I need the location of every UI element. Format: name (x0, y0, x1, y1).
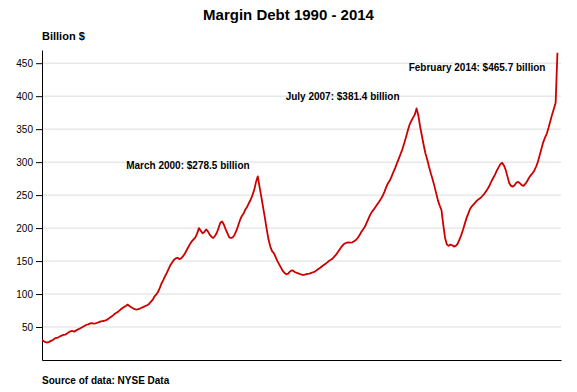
y-tick: 450 (16, 58, 42, 69)
annotation: July 2007: $381.4 billion (286, 91, 400, 102)
y-tick: 300 (16, 157, 42, 168)
y-tick-mark (36, 162, 42, 163)
grid-line (42, 129, 561, 130)
y-tick-mark (36, 327, 42, 328)
y-tick-mark (36, 63, 42, 64)
annotation: March 2000: $278.5 billion (126, 160, 249, 171)
y-axis: 50 100 150 200 250 300 350 400 450 (16, 51, 42, 361)
grid-line (42, 327, 561, 328)
y-tick-label: 250 (16, 190, 33, 201)
annotations: March 2000: $278.5 billion July 2007: $38… (126, 62, 545, 171)
y-label: Billion $ (42, 30, 85, 42)
y-tick-mark (36, 195, 42, 196)
y-tick: 150 (16, 256, 42, 267)
source: Source of data: NYSE Data (42, 375, 170, 386)
y-axis-line (42, 51, 43, 361)
y-tick-mark (36, 228, 42, 229)
y-tick-label: 50 (22, 322, 34, 333)
y-tick-mark (36, 129, 42, 130)
y-tick: 250 (16, 190, 42, 201)
x-axis-line (43, 360, 562, 361)
y-tick-label: 400 (16, 91, 33, 102)
y-tick-mark (36, 96, 42, 97)
y-tick-label: 150 (16, 256, 33, 267)
y-tick: 400 (16, 91, 42, 102)
grid-line (42, 228, 561, 229)
y-tick: 350 (16, 124, 42, 135)
y-tick-label: 350 (16, 124, 33, 135)
title: Margin Debt 1990 - 2014 (203, 6, 375, 23)
y-tick: 50 (22, 322, 42, 333)
y-tick-label: 100 (16, 289, 33, 300)
chart: 50 100 150 200 250 300 350 400 450 March 2000: $2… (0, 0, 577, 392)
y-tick: 100 (16, 289, 42, 300)
y-tick-mark (36, 261, 42, 262)
annotation: February 2014: $465.7 billion (409, 62, 546, 73)
line (42, 53, 557, 343)
y-tick-mark (36, 294, 42, 295)
series (42, 53, 557, 343)
grid-line (42, 162, 561, 163)
y-tick-label: 200 (16, 223, 33, 234)
y-tick-label: 300 (16, 157, 33, 168)
y-tick: 200 (16, 223, 42, 234)
x-axis (43, 360, 562, 361)
grid-line (42, 261, 561, 262)
grid-line (42, 294, 561, 295)
y-tick-label: 450 (16, 58, 33, 69)
plot-area: 50 100 150 200 250 300 350 400 450 March 2000: $2… (16, 51, 561, 361)
